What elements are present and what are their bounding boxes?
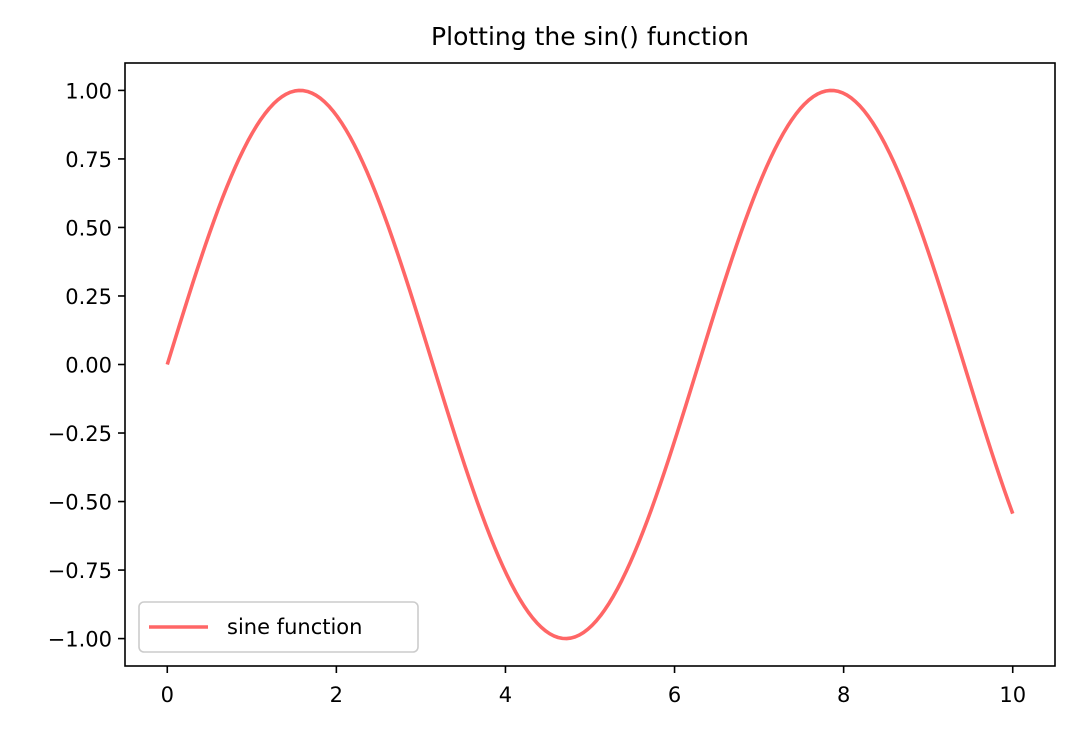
x-tick-label: 6 <box>668 683 681 707</box>
plot-area: 0 2 4 6 8 10 1.00 0.75 0.50 0.25 0.00 −0.25 −0.50 −0.… <box>48 62 1056 707</box>
y-tick-label: 0.00 <box>65 354 112 378</box>
y-tick-label: 0.75 <box>65 148 112 172</box>
y-tick-label: 0.25 <box>65 285 112 309</box>
x-tick-label: 2 <box>330 683 343 707</box>
legend-label: sine function <box>227 615 362 639</box>
chart-title: Plotting the sin() function <box>431 22 749 51</box>
x-tick-label: 10 <box>999 683 1026 707</box>
y-tick-label: −0.25 <box>48 422 112 446</box>
y-tick-label: −1.00 <box>48 628 112 652</box>
series-line-sine-function <box>165 88 1015 641</box>
x-tick-label: 8 <box>837 683 850 707</box>
y-tick-label: −0.75 <box>48 559 112 583</box>
y-tick-label: −0.50 <box>48 491 112 515</box>
legend: sine function <box>138 601 419 653</box>
y-tick-label: 0.50 <box>65 216 112 240</box>
x-tick-label: 4 <box>499 683 512 707</box>
legend-box <box>138 601 419 653</box>
y-tick-label: 1.00 <box>65 79 112 103</box>
x-tick-label: 0 <box>161 683 174 707</box>
